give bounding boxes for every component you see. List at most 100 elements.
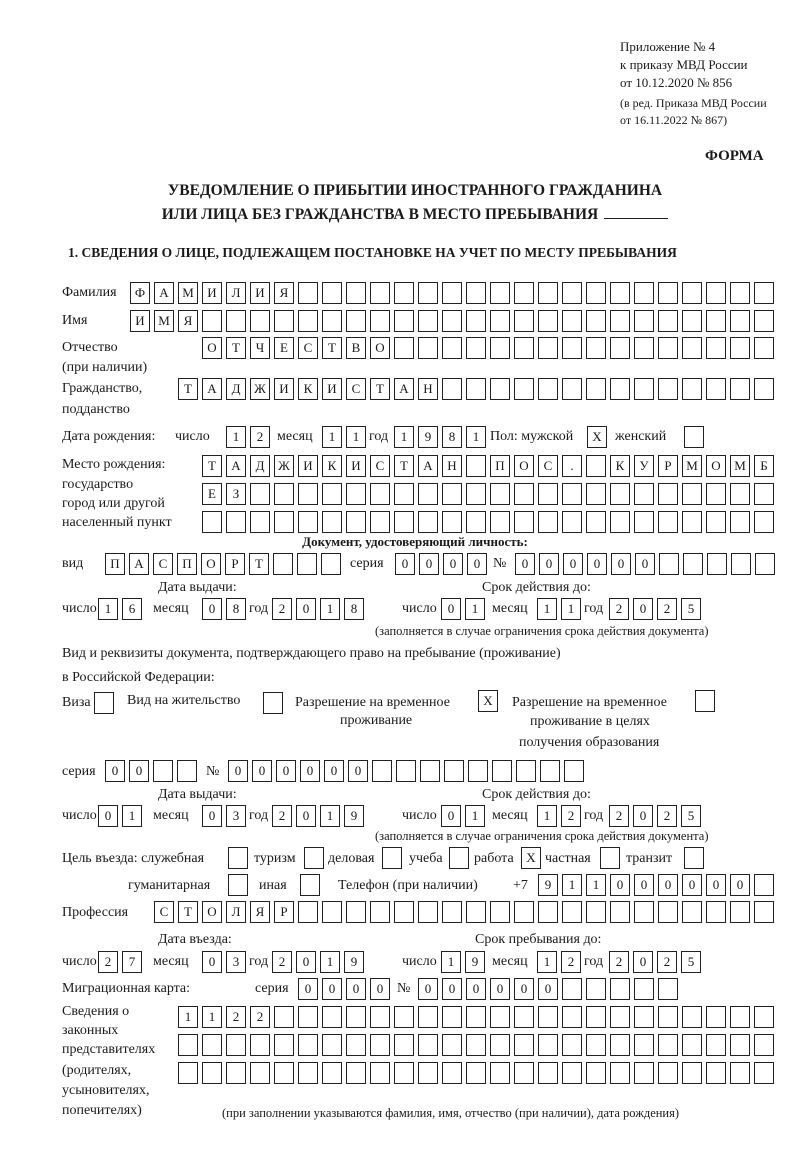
char-box[interactable] <box>178 1062 198 1084</box>
char-box[interactable]: Я <box>274 282 294 304</box>
char-box[interactable] <box>682 1034 702 1056</box>
char-box[interactable]: С <box>153 553 173 575</box>
char-box[interactable]: 0 <box>300 760 320 782</box>
char-box[interactable] <box>538 378 558 400</box>
char-box[interactable] <box>706 378 726 400</box>
char-box[interactable]: 0 <box>634 874 654 896</box>
char-box[interactable] <box>684 847 704 869</box>
char-box[interactable]: Е <box>274 337 294 359</box>
char-box[interactable] <box>490 378 510 400</box>
char-box[interactable] <box>586 978 606 1000</box>
char-box[interactable] <box>298 1034 318 1056</box>
char-box[interactable]: М <box>682 455 702 477</box>
char-box[interactable]: И <box>130 310 150 332</box>
char-box[interactable] <box>682 1062 702 1084</box>
char-box[interactable] <box>586 455 606 477</box>
char-box[interactable] <box>490 310 510 332</box>
char-box[interactable] <box>586 282 606 304</box>
char-box[interactable]: Р <box>225 553 245 575</box>
char-box[interactable] <box>466 378 486 400</box>
char-box[interactable] <box>730 1034 750 1056</box>
char-box[interactable]: 1 <box>537 805 557 827</box>
char-box[interactable] <box>514 1062 534 1084</box>
char-box[interactable]: 2 <box>657 951 677 973</box>
char-box[interactable] <box>370 511 390 533</box>
char-box[interactable] <box>442 1034 462 1056</box>
char-box[interactable]: Т <box>322 337 342 359</box>
char-box[interactable]: Б <box>754 455 774 477</box>
char-box[interactable] <box>298 282 318 304</box>
char-box[interactable] <box>658 1062 678 1084</box>
char-box[interactable]: 0 <box>202 598 222 620</box>
char-box[interactable] <box>322 901 342 923</box>
char-box[interactable] <box>250 310 270 332</box>
char-box[interactable]: А <box>418 455 438 477</box>
char-box[interactable]: 2 <box>561 951 581 973</box>
char-box[interactable] <box>562 901 582 923</box>
char-box[interactable] <box>658 511 678 533</box>
char-box[interactable] <box>706 310 726 332</box>
char-box[interactable] <box>600 847 620 869</box>
char-box[interactable]: Т <box>202 455 222 477</box>
char-box[interactable]: Т <box>178 901 198 923</box>
char-box[interactable] <box>610 1034 630 1056</box>
char-box[interactable]: 1 <box>394 426 414 448</box>
char-box[interactable] <box>250 511 270 533</box>
char-box[interactable]: Ж <box>250 378 270 400</box>
char-box[interactable]: 2 <box>272 951 292 973</box>
char-box[interactable] <box>634 282 654 304</box>
char-box[interactable]: О <box>514 455 534 477</box>
char-box[interactable]: 3 <box>226 805 246 827</box>
char-box[interactable] <box>263 692 283 714</box>
char-box[interactable]: А <box>202 378 222 400</box>
char-box[interactable] <box>250 483 270 505</box>
char-box[interactable] <box>346 901 366 923</box>
char-box[interactable]: 0 <box>418 978 438 1000</box>
char-box[interactable] <box>538 1062 558 1084</box>
char-box[interactable] <box>610 310 630 332</box>
char-box[interactable] <box>274 1034 294 1056</box>
char-box[interactable] <box>706 901 726 923</box>
char-box[interactable]: С <box>346 378 366 400</box>
char-box[interactable]: 0 <box>490 978 510 1000</box>
char-box[interactable] <box>492 760 512 782</box>
char-box[interactable] <box>418 337 438 359</box>
char-box[interactable]: Т <box>178 378 198 400</box>
char-box[interactable] <box>706 1062 726 1084</box>
char-box[interactable]: 1 <box>537 598 557 620</box>
char-box[interactable]: 0 <box>296 598 316 620</box>
char-box[interactable] <box>226 1034 246 1056</box>
char-box[interactable] <box>304 847 324 869</box>
char-box[interactable] <box>274 310 294 332</box>
char-box[interactable]: 0 <box>658 874 678 896</box>
char-box[interactable]: 0 <box>202 951 222 973</box>
char-box[interactable] <box>706 1006 726 1028</box>
char-box[interactable] <box>586 1062 606 1084</box>
char-box[interactable]: М <box>730 455 750 477</box>
char-box[interactable] <box>322 1006 342 1028</box>
char-box[interactable] <box>418 483 438 505</box>
char-box[interactable] <box>538 310 558 332</box>
char-box[interactable]: 8 <box>226 598 246 620</box>
char-box[interactable] <box>754 1062 774 1084</box>
char-box[interactable]: 1 <box>226 426 246 448</box>
char-box[interactable]: Я <box>250 901 270 923</box>
char-box[interactable]: 0 <box>298 978 318 1000</box>
char-box[interactable]: 0 <box>395 553 415 575</box>
char-box[interactable]: 5 <box>681 951 701 973</box>
char-box[interactable]: 2 <box>609 951 629 973</box>
char-box[interactable]: 1 <box>466 426 486 448</box>
char-box[interactable] <box>682 378 702 400</box>
char-box[interactable] <box>514 310 534 332</box>
char-box[interactable]: 0 <box>515 553 535 575</box>
char-box[interactable] <box>297 553 317 575</box>
char-box[interactable] <box>731 553 751 575</box>
char-box[interactable]: 0 <box>538 978 558 1000</box>
char-box[interactable] <box>514 378 534 400</box>
char-box[interactable] <box>562 978 582 1000</box>
char-box[interactable] <box>682 1006 702 1028</box>
char-box[interactable] <box>754 1034 774 1056</box>
char-box[interactable] <box>490 1062 510 1084</box>
char-box[interactable]: 2 <box>561 805 581 827</box>
char-box[interactable]: Д <box>226 378 246 400</box>
